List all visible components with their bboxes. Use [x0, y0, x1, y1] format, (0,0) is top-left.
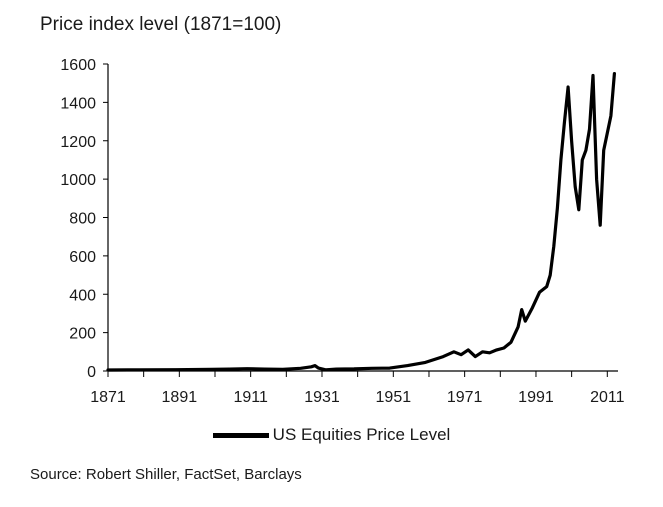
series-line	[106, 71, 617, 372]
y-tick-label: 1000	[60, 172, 96, 189]
y-axis: 0 200 400 600 800 1000 1200 1400 1600	[60, 57, 109, 381]
y-tick-label: 1400	[60, 95, 96, 112]
x-tick-label: 1871	[90, 389, 126, 406]
x-tick-label: 1911	[233, 389, 268, 406]
x-tick-label: 1971	[447, 389, 483, 406]
y-tick-label: 800	[69, 211, 96, 228]
x-tick-label: 1951	[376, 389, 412, 406]
plot-area	[106, 71, 617, 372]
y-tick-label: 1200	[60, 134, 96, 151]
y-tick-label: 400	[69, 287, 96, 304]
y-tick-label: 600	[69, 249, 96, 266]
y-tick-label: 0	[87, 364, 96, 381]
y-axis-title: Price index level (1871=100)	[40, 14, 282, 35]
y-tick-label: 1600	[60, 57, 96, 74]
x-tick-label: 1991	[518, 389, 554, 406]
legend-label: US Equities Price Level	[272, 425, 451, 444]
legend: US Equities Price Level	[0, 425, 663, 445]
x-tick-label: 1891	[162, 389, 198, 406]
source-note: Source: Robert Shiller, FactSet, Barclay…	[30, 466, 302, 483]
x-tick-label: 2011	[590, 389, 625, 406]
legend-swatch	[212, 432, 269, 438]
y-tick-label: 200	[69, 326, 96, 343]
x-axis: 1871 1891 1911 1931 1951 1971 1991 2011	[90, 370, 625, 406]
x-tick-label: 1931	[304, 389, 340, 406]
